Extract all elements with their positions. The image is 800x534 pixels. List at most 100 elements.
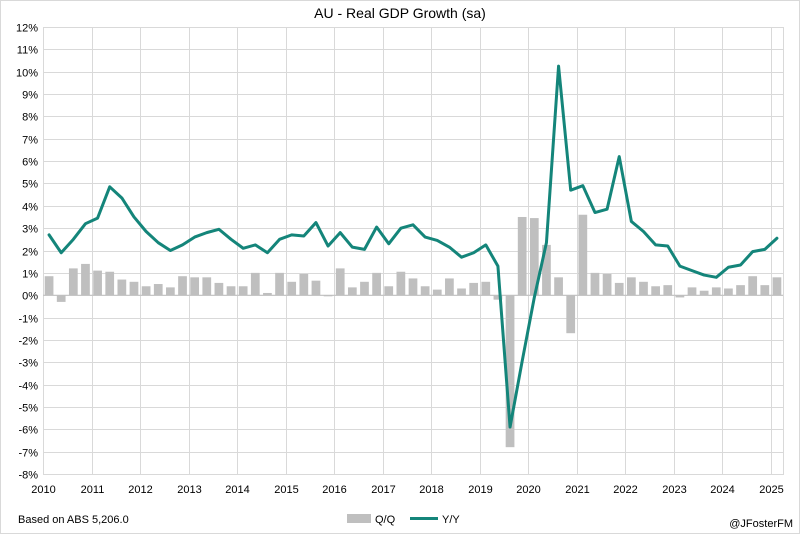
y-tick-label: 12%	[16, 23, 38, 35]
qq-bar	[323, 295, 333, 297]
qq-bar	[81, 263, 90, 296]
axes	[43, 27, 784, 475]
qq-bar	[639, 281, 648, 296]
y-tick-label: -3%	[18, 358, 38, 370]
qq-bar	[238, 286, 248, 296]
x-tick-label: 2020	[516, 484, 540, 496]
legend-qq-label: Q/Q	[375, 514, 396, 526]
qq-bars	[44, 214, 782, 448]
x-tick-label: 2023	[662, 484, 686, 496]
y-tick-label: 6%	[22, 157, 38, 169]
x-tick-label: 2021	[565, 484, 589, 496]
x-tick-label: 2022	[613, 484, 637, 496]
x-tick-label: 2016	[322, 484, 346, 496]
x-tick-label: 2011	[81, 484, 105, 496]
qq-bar	[493, 295, 503, 300]
qq-bar	[687, 287, 697, 296]
qq-bar	[153, 284, 163, 296]
qq-bar	[44, 276, 54, 296]
qq-bar	[226, 286, 236, 296]
qq-bar	[299, 273, 309, 296]
qq-bar	[724, 288, 733, 296]
qq-bar	[529, 218, 539, 296]
yy-line	[47, 64, 779, 429]
y-tick-label: -1%	[18, 314, 38, 326]
qq-bar	[117, 279, 127, 296]
qq-bar	[736, 285, 745, 296]
y-tick-label: 5%	[22, 179, 38, 191]
y-tick-label: -8%	[18, 470, 38, 482]
y-tick-label: -6%	[18, 425, 38, 437]
qq-bar	[699, 290, 709, 296]
qq-bar	[68, 268, 78, 296]
legend: Q/Q Y/Y	[347, 514, 460, 526]
x-tick-label: 2024	[710, 484, 734, 496]
y-tick-label: -4%	[18, 381, 38, 393]
qq-bar	[275, 272, 284, 296]
x-tick-label: 2014	[225, 484, 249, 496]
qq-bar	[178, 276, 187, 296]
y-tick-label: 11%	[17, 45, 38, 57]
qq-bar	[56, 295, 66, 302]
x-tick-label: 2017	[371, 484, 395, 496]
qq-bar	[250, 272, 260, 296]
qq-bar	[372, 272, 381, 296]
qq-bar	[129, 281, 139, 296]
legend-qq-swatch	[347, 514, 371, 523]
qq-bar	[311, 280, 321, 296]
qq-bar	[445, 278, 454, 296]
qq-bar	[772, 277, 782, 296]
qq-bar	[384, 286, 394, 296]
y-tick-label: 10%	[16, 68, 38, 80]
legend-yy-label: Y/Y	[442, 514, 460, 526]
qq-bar	[590, 272, 600, 296]
source-note: Based on ABS 5,206.0	[18, 514, 129, 526]
qq-bar	[602, 273, 612, 296]
qq-bar	[566, 295, 576, 334]
chart-title: AU - Real GDP Growth (sa)	[314, 5, 486, 21]
qq-bar	[469, 282, 479, 296]
qq-bar	[626, 277, 636, 296]
y-tick-label: -2%	[18, 336, 38, 348]
y-tick-label: 7%	[22, 135, 38, 147]
qq-bar	[202, 277, 212, 296]
qq-bar	[675, 295, 685, 298]
x-tick-label: 2010	[31, 484, 55, 496]
qq-bar	[542, 244, 551, 296]
y-tick-label: 2%	[22, 247, 38, 259]
credit-handle: @JFosterFM	[729, 518, 793, 530]
y-tick-label: 4%	[22, 202, 38, 214]
qq-bar	[578, 214, 588, 296]
qq-bar	[420, 286, 430, 296]
plot-border	[43, 27, 784, 475]
x-tick-label: 2015	[274, 484, 298, 496]
qq-bar	[93, 270, 102, 296]
y-tick-label: 0%	[22, 291, 38, 303]
qq-bar	[141, 286, 151, 296]
qq-bar	[457, 288, 466, 296]
x-tick-label: 2019	[468, 484, 492, 496]
y-tick-label: 3%	[22, 224, 38, 236]
qq-bar	[651, 286, 660, 296]
qq-bar	[505, 295, 515, 448]
qq-bar	[166, 287, 175, 296]
y-tick-label: -5%	[18, 403, 38, 415]
qq-bar	[347, 287, 357, 296]
y-tick-label: -7%	[18, 448, 38, 460]
y-tick-label: 8%	[22, 112, 38, 124]
y-tick-label: 1%	[22, 269, 38, 281]
qq-bar	[711, 287, 721, 296]
qq-bar	[517, 216, 527, 296]
y-tick-labels: 12% 11% 10% 9% 8% 7% 6% 5% 4% 3% 2% 1% 0% -1% -2% -3% -4…	[16, 23, 38, 482]
qq-bar	[214, 282, 224, 296]
y-tick-label: 9%	[22, 90, 38, 102]
yy-series-line	[47, 64, 779, 429]
qq-bar	[408, 278, 418, 296]
qq-bar	[554, 277, 563, 296]
qq-bar	[432, 289, 442, 296]
qq-bar	[663, 285, 673, 296]
qq-bar	[263, 292, 272, 296]
qq-bar	[360, 281, 369, 296]
